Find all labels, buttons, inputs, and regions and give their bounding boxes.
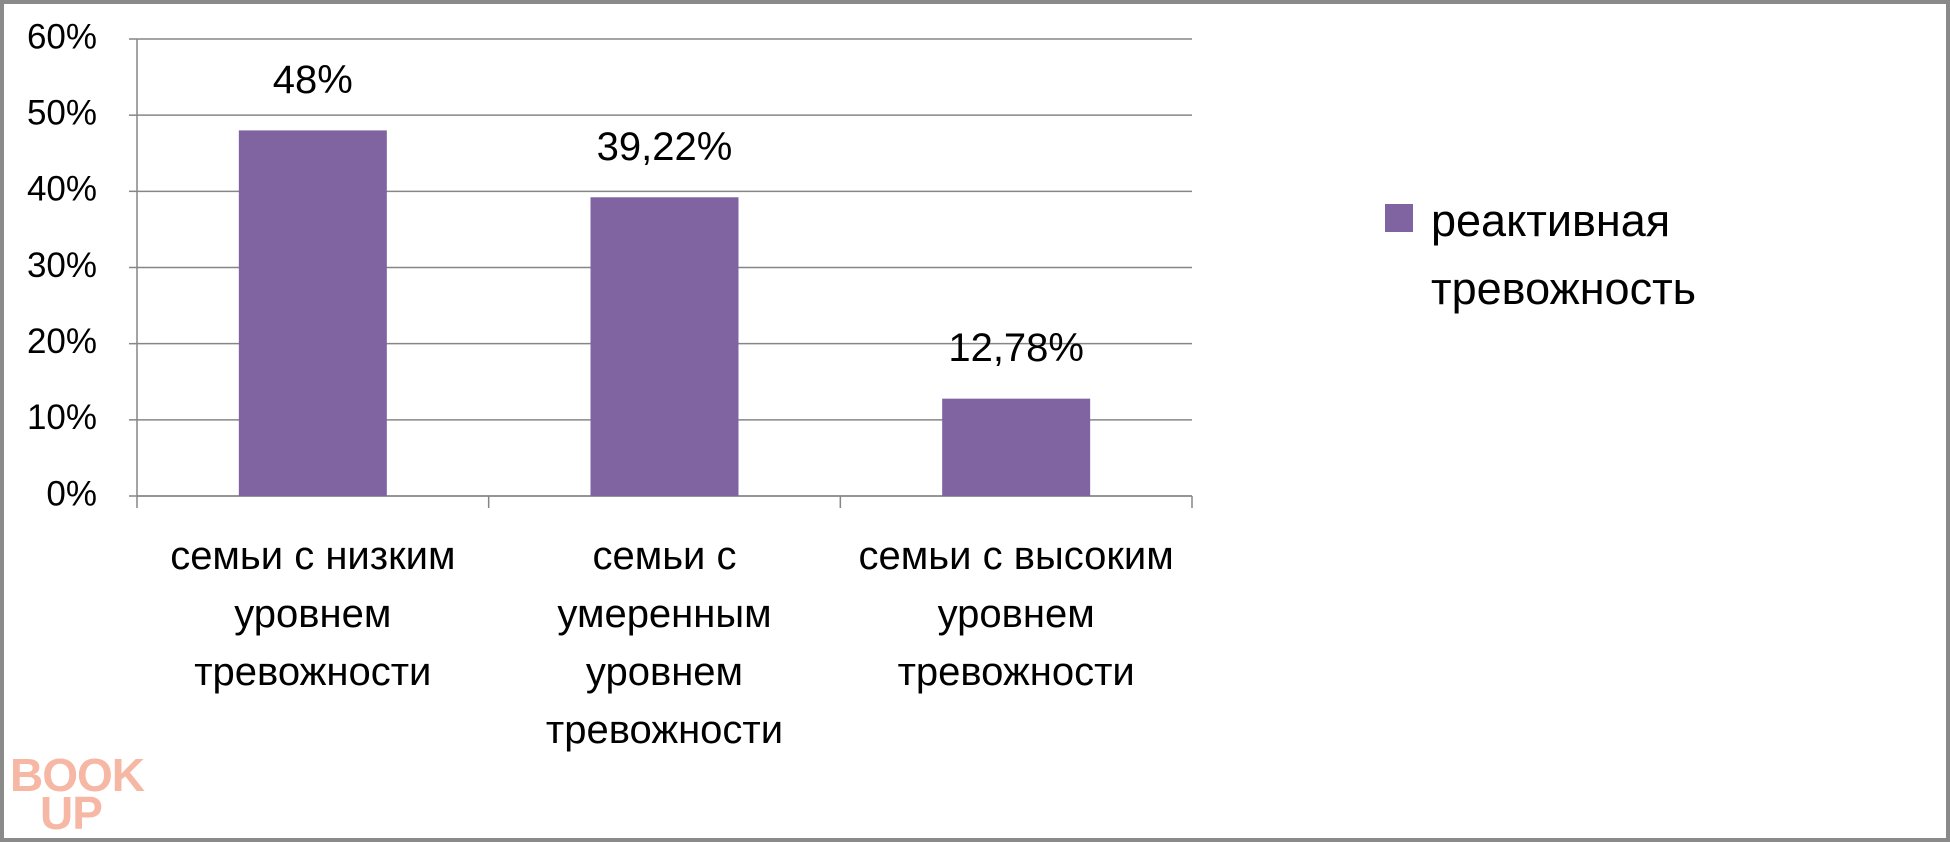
x-tick-label: семьи с низким уровнем тревожности xyxy=(170,534,456,694)
bar xyxy=(238,130,387,496)
bar xyxy=(590,197,739,496)
data-label: 48% xyxy=(273,58,353,102)
y-tick-label: 20% xyxy=(27,322,97,361)
watermark: BOOK xyxy=(10,749,145,801)
data-label: 12,78% xyxy=(948,326,1084,370)
data-label: 39,22% xyxy=(597,125,733,169)
x-tick-label: семьи с высоким уровнем тревожности xyxy=(858,534,1174,694)
y-tick-label: 40% xyxy=(27,170,97,209)
y-tick-label: 60% xyxy=(27,17,97,56)
legend-label: реактивная тревожность xyxy=(1431,195,1697,314)
legend-swatch xyxy=(1385,204,1413,232)
bar xyxy=(942,398,1091,496)
y-tick-label: 0% xyxy=(46,474,97,513)
x-tick-label: семьи с умеренным уровнем тревожности xyxy=(545,534,784,752)
y-tick-label: 10% xyxy=(27,398,97,437)
y-tick-label: 50% xyxy=(27,93,97,132)
y-tick-label: 30% xyxy=(27,246,97,285)
watermark: UP xyxy=(40,787,103,839)
